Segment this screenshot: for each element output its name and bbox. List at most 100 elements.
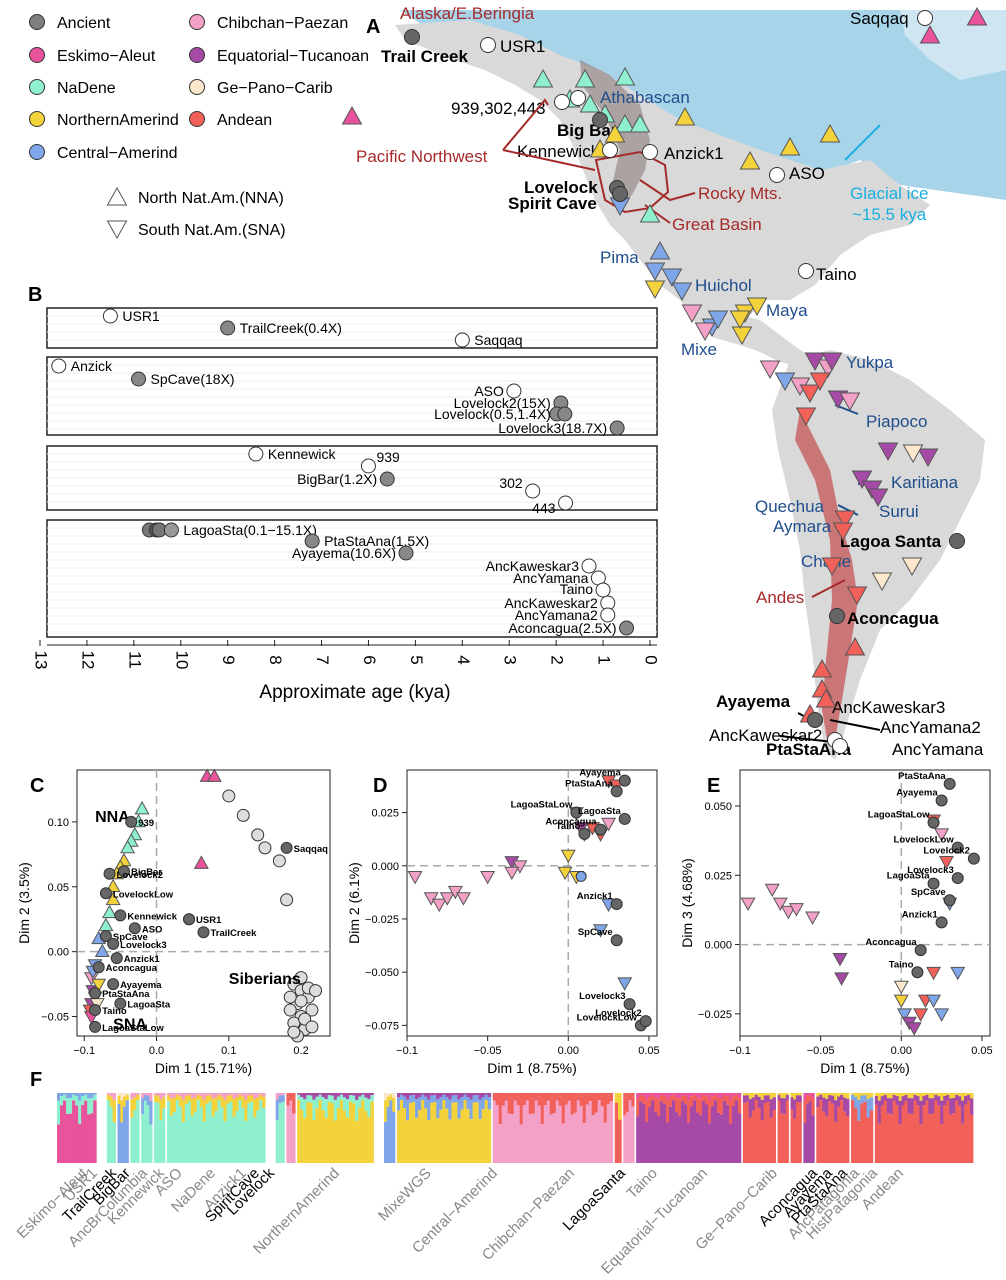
siberian-point	[294, 971, 308, 985]
admixture-bar	[507, 1113, 512, 1163]
admixture-bar	[728, 1123, 733, 1163]
point-label: LagoaSta	[578, 806, 621, 817]
labeled-sample-point	[951, 841, 964, 854]
map-sample-marker	[798, 263, 814, 279]
admixture-bar	[184, 1093, 189, 1096]
admixture-bar	[318, 1094, 322, 1101]
timeline-point	[102, 308, 118, 324]
labeled-sample-point	[570, 806, 583, 819]
admixture-bar	[588, 1094, 593, 1101]
admixture-bar	[678, 1115, 682, 1163]
legend-swatch	[189, 79, 205, 95]
admixture-bar	[250, 1093, 254, 1096]
admixture-bar	[785, 1093, 789, 1095]
admixture-bar	[919, 1124, 923, 1163]
admixture-bar	[594, 1097, 599, 1113]
admixture-bar	[81, 1096, 85, 1106]
admixture-bar	[303, 1099, 307, 1119]
y-tick-label: −0.075	[365, 1020, 399, 1032]
siberian-point	[251, 828, 265, 842]
admixture-bar	[193, 1097, 198, 1112]
admixture-bar	[175, 1094, 180, 1101]
admixture-bar	[967, 1100, 971, 1163]
admixture-bar	[202, 1100, 207, 1122]
point-label: Saqqaq	[294, 844, 329, 855]
admixture-bar	[631, 1093, 635, 1097]
admixture-bar	[793, 1099, 797, 1119]
admixture-bar	[631, 1106, 635, 1163]
admixture-bar	[352, 1093, 356, 1096]
admixture-bar	[241, 1096, 245, 1108]
admixture-bar	[603, 1093, 608, 1101]
admixture-bar	[934, 1094, 938, 1101]
admixture-bar	[760, 1120, 765, 1163]
admixture-bar	[816, 1107, 820, 1163]
map-population-marker	[795, 407, 817, 427]
admixture-bar	[819, 1093, 823, 1095]
timeline-point-label: Aconcagua(2.5X)	[508, 620, 616, 636]
admixture-bar	[424, 1093, 428, 1097]
admixture-bar	[159, 1093, 163, 1100]
admixture-bar	[793, 1118, 797, 1163]
admixture-bar	[537, 1093, 542, 1097]
admixture-bar	[333, 1120, 338, 1163]
timeline-point	[51, 358, 67, 374]
map-population-marker	[649, 240, 671, 260]
admixture-bar	[220, 1096, 224, 1108]
admixture-bar	[834, 1093, 838, 1101]
admixture-bar	[628, 1093, 632, 1095]
legend-label: South Nat.Am.(SNA)	[138, 222, 286, 239]
x-tick-label: 0.05	[638, 1045, 659, 1057]
admixture-bar	[75, 1093, 79, 1097]
triangle-up-marker	[193, 855, 209, 869]
admixture-bar	[81, 1093, 85, 1097]
admixture-bar	[436, 1093, 440, 1100]
x-axis-label: Approximate age (kya)	[259, 682, 450, 703]
point-label: Ayayema	[896, 787, 938, 798]
admixture-bar	[543, 1105, 548, 1163]
labeled-sample-point	[114, 997, 127, 1010]
admixture-bar	[442, 1100, 446, 1163]
labeled-sample-point	[117, 865, 130, 878]
admixture-bar	[734, 1100, 739, 1163]
admixture-bar	[925, 1094, 929, 1101]
timeline-point-label: LagoaSta(0.1−15.1X)	[183, 522, 317, 538]
admixture-bar	[504, 1100, 509, 1163]
admixture-bar	[561, 1123, 566, 1163]
admixture-bar	[172, 1097, 177, 1113]
x-tick-label: −0.05	[474, 1045, 502, 1057]
admixture-bar	[433, 1095, 437, 1103]
admixture-bar	[370, 1101, 374, 1163]
admixture-bar	[609, 1095, 614, 1102]
x-tick-label: 13	[32, 651, 51, 670]
admixture-bar	[866, 1117, 871, 1163]
map-population-marker	[629, 113, 651, 133]
admixture-bar	[386, 1096, 390, 1108]
map-population-marker	[871, 572, 893, 592]
admixture-bar	[430, 1102, 434, 1163]
admixture-bar	[628, 1094, 632, 1101]
admixture-bar	[202, 1093, 207, 1101]
map-population-marker	[729, 310, 751, 330]
admixture-bar	[549, 1114, 554, 1163]
admixture-bar	[364, 1110, 368, 1163]
admixture-bar	[843, 1097, 847, 1112]
admixture-bar	[722, 1094, 727, 1101]
labeled-sample-point	[594, 823, 607, 836]
admixture-bar	[235, 1110, 239, 1163]
admixture-bar	[463, 1094, 467, 1101]
admixture-bar	[528, 1114, 533, 1163]
admixture-bar	[854, 1096, 858, 1108]
admixture-bar	[564, 1095, 569, 1105]
admixture-bar	[585, 1104, 590, 1163]
admixture-bar	[540, 1093, 545, 1101]
admixture-bar	[840, 1093, 844, 1095]
admixture-bar	[199, 1093, 204, 1097]
x-tick-label: 3	[501, 655, 520, 664]
admixture-bar	[262, 1093, 266, 1097]
admixture-bar	[472, 1095, 477, 1103]
region-label: Andes	[756, 588, 804, 607]
admixture-bar	[244, 1093, 248, 1100]
admixture-bar	[883, 1094, 888, 1101]
admixture-bar	[402, 1093, 407, 1097]
